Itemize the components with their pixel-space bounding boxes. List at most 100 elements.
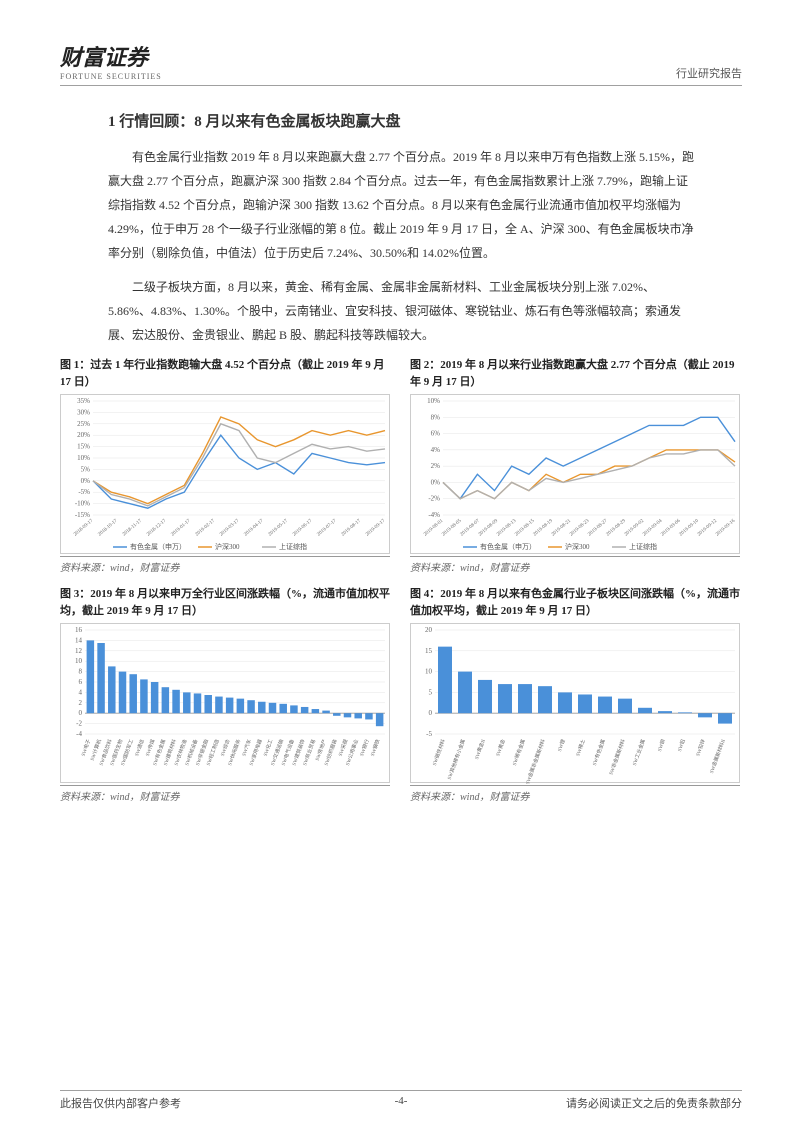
svg-text:SW铜: SW铜 [656, 738, 667, 752]
svg-text:10%: 10% [427, 397, 440, 405]
page-header: 财富证券 FORTUNE SECURITIES 行业研究报告 [60, 40, 742, 86]
svg-text:SW采掘: SW采掘 [337, 738, 350, 757]
svg-text:2018-09-17: 2018-09-17 [73, 518, 94, 537]
chart-1: 图 1：过去 1 年行业指数跑输大盘 4.52 个百分点（截止 2019 年 9… [60, 357, 390, 574]
svg-text:6: 6 [79, 678, 83, 686]
svg-text:2019-07-17: 2019-07-17 [317, 518, 338, 537]
paragraph-1: 有色金属行业指数 2019 年 8 月以来跑赢大盘 2.77 个百分点。2019… [108, 145, 694, 265]
svg-text:SW汽车: SW汽车 [240, 738, 253, 757]
svg-text:-5%: -5% [78, 488, 90, 496]
svg-text:5: 5 [429, 688, 433, 696]
svg-text:16: 16 [75, 626, 83, 634]
svg-text:25%: 25% [77, 420, 90, 428]
svg-text:30%: 30% [77, 408, 90, 416]
svg-text:2019-03-17: 2019-03-17 [219, 518, 240, 537]
footer-right: 请务必阅读正文之后的免责条款部分 [566, 1095, 742, 1111]
chart-1-source: 资料来源：wind，财富证券 [60, 556, 390, 574]
footer-left: 此报告仅供内部客户参考 [60, 1095, 181, 1111]
svg-text:6%: 6% [431, 430, 441, 438]
svg-text:SW黄金II: SW黄金II [473, 738, 487, 760]
svg-text:有色金属（申万）: 有色金属（申万） [130, 542, 186, 551]
svg-text:15%: 15% [77, 443, 90, 451]
svg-text:-4: -4 [76, 730, 82, 738]
chart-4-svg: -5 0 5 10 15 20 SW磁性材料SW其他稀有小金属 SW黄金II SW黄金 SW稀有金… [411, 624, 741, 784]
svg-text:8: 8 [79, 668, 83, 676]
svg-text:14: 14 [75, 636, 83, 644]
svg-text:-15%: -15% [75, 511, 90, 519]
svg-text:5%: 5% [81, 465, 91, 473]
chart-1-svg: -15%-10%-5%0%5%10%15%20%25%30%35%2018-09… [61, 395, 391, 555]
svg-text:SW金属非金属新材料: SW金属非金属新材料 [524, 738, 547, 784]
header-category: 行业研究报告 [676, 65, 742, 81]
svg-text:0: 0 [429, 709, 433, 717]
svg-text:SW磁性材料: SW磁性材料 [431, 738, 447, 766]
svg-text:SW电子: SW电子 [80, 738, 93, 757]
svg-text:10%: 10% [77, 454, 90, 462]
svg-text:2018-10-17: 2018-10-17 [98, 518, 119, 537]
chart-1-title: 图 1：过去 1 年行业指数跑输大盘 4.52 个百分点（截止 2019 年 9… [60, 357, 390, 390]
svg-text:2019-09-16: 2019-09-16 [715, 518, 736, 537]
svg-text:4%: 4% [431, 446, 441, 454]
chart-4-source: 资料来源：wind，财富证券 [410, 785, 740, 803]
svg-text:10: 10 [425, 668, 433, 676]
svg-text:SW稀有金属: SW稀有金属 [511, 738, 527, 766]
svg-text:沪深300: 沪深300 [565, 542, 590, 551]
svg-text:0%: 0% [431, 478, 441, 486]
svg-text:2019-09-17: 2019-09-17 [365, 518, 386, 537]
svg-text:SW工业金属: SW工业金属 [631, 738, 647, 766]
svg-text:SW其他稀有小金属: SW其他稀有小金属 [446, 738, 467, 780]
chart-4: 图 4：2019 年 8 月以来有色金属行业子板块区间涨跌幅（%，流通市值加权平… [410, 586, 740, 803]
svg-text:SW综合: SW综合 [219, 738, 232, 757]
svg-text:2019-02-17: 2019-02-17 [195, 518, 216, 537]
logo-cn: 财富证券 [60, 40, 162, 72]
svg-text:SW钢铁: SW钢铁 [369, 738, 382, 757]
svg-text:SW通信: SW通信 [133, 738, 146, 757]
chart-3: 图 3：2019 年 8 月以来申万全行业区间涨跌幅（%，流通市值加权平均，截止… [60, 586, 390, 803]
page-footer: 此报告仅供内部客户参考 -4- 请务必阅读正文之后的免责条款部分 [60, 1090, 742, 1111]
svg-text:20: 20 [425, 626, 433, 634]
svg-text:SW锂: SW锂 [556, 738, 567, 752]
svg-text:2018-12-17: 2018-12-17 [146, 518, 167, 537]
svg-text:2%: 2% [431, 462, 441, 470]
svg-text:沪深300: 沪深300 [215, 542, 240, 551]
svg-text:-2%: -2% [428, 495, 440, 503]
svg-text:8%: 8% [431, 413, 441, 421]
svg-text:SW传媒: SW传媒 [144, 738, 157, 757]
svg-text:上证综指: 上证综指 [279, 542, 307, 551]
svg-text:20%: 20% [77, 431, 90, 439]
section-title: 1 行情回顾：8 月以来有色金属板块跑赢大盘 [108, 110, 742, 131]
svg-text:有色金属（申万）: 有色金属（申万） [480, 542, 536, 551]
svg-text:-5: -5 [426, 730, 432, 738]
svg-text:上证综指: 上证综指 [629, 542, 657, 551]
svg-text:-2: -2 [76, 720, 82, 728]
logo-en: FORTUNE SECURITIES [60, 72, 162, 81]
svg-text:2: 2 [79, 699, 83, 707]
svg-text:SW银行: SW银行 [358, 738, 371, 757]
svg-text:12: 12 [75, 647, 83, 655]
page-number: -4- [395, 1095, 408, 1107]
svg-text:SW稀土: SW稀土 [574, 738, 587, 757]
svg-text:2019-05-17: 2019-05-17 [268, 518, 289, 537]
svg-text:SW黄金: SW黄金 [494, 738, 507, 757]
paragraph-2: 二级子板块方面，8 月以来，黄金、稀有金属、金属非金属新材料、工业金属板块分别上… [108, 275, 694, 347]
chart-2: 图 2：2019 年 8 月以来行业指数跑赢大盘 2.77 个百分点（截止 20… [410, 357, 740, 574]
svg-text:2019-08-17: 2019-08-17 [341, 518, 362, 537]
svg-text:2018-11-17: 2018-11-17 [122, 518, 143, 537]
svg-text:4: 4 [79, 688, 83, 696]
svg-text:-4%: -4% [428, 511, 440, 519]
svg-text:2019-06-17: 2019-06-17 [292, 518, 313, 537]
chart-2-svg: -4%-2%0%2%4%6%8%10%2019-08-012019-08-052… [411, 395, 741, 555]
svg-text:0: 0 [79, 709, 83, 717]
svg-text:-10%: -10% [75, 500, 90, 508]
svg-text:SW金属新材料II: SW金属新材料II [708, 738, 727, 774]
chart-3-svg: -4-20246810121416SW电子SW计算机SW食品饮料SW医药生物SW… [61, 624, 391, 784]
svg-text:2019-01-17: 2019-01-17 [171, 518, 192, 537]
svg-text:10: 10 [75, 657, 83, 665]
charts-grid: 图 1：过去 1 年行业指数跑输大盘 4.52 个百分点（截止 2019 年 9… [60, 357, 742, 803]
svg-text:15: 15 [425, 647, 433, 655]
svg-text:SW有色金属: SW有色金属 [591, 738, 607, 766]
chart-3-title: 图 3：2019 年 8 月以来申万全行业区间涨跌幅（%，流通市值加权平均，截止… [60, 586, 390, 619]
chart-4-title: 图 4：2019 年 8 月以来有色金属行业子板块区间涨跌幅（%，流通市值加权平… [410, 586, 740, 619]
svg-text:SW铝: SW铝 [676, 738, 687, 752]
logo: 财富证券 FORTUNE SECURITIES [60, 40, 162, 81]
